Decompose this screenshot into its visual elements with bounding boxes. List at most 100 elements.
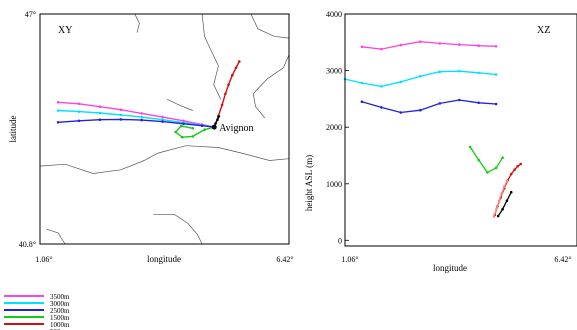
- xy-coastline-6: [153, 213, 203, 245]
- xz-y-tick-label-1: 1000: [326, 180, 342, 189]
- xy-series-point-5-2: [216, 118, 219, 121]
- xy-series-point-1-4: [140, 115, 143, 119]
- xz-series-point-1-8: [494, 73, 498, 76]
- xz-series-point-3-2: [486, 171, 489, 174]
- xz-series-point-0-3: [419, 40, 422, 43]
- xz-y-axis-label: height ASL (m): [304, 155, 314, 211]
- legend: 3500m3000m2500m1500m1000m500m: [4, 293, 70, 330]
- xz-y-tick-label-0: 0: [338, 236, 342, 245]
- xz-series-point-1-6: [458, 69, 461, 73]
- xy-series-point-1-0: [56, 109, 60, 112]
- xy-series-point-4-2: [220, 103, 224, 107]
- xz-panel: XZ height ASL (m) longitude 1.06° 6.42° …: [304, 10, 577, 273]
- xz-series-point-5-5: [505, 179, 509, 183]
- xz-series-point-4-5: [509, 172, 513, 176]
- xy-coastline-7: [46, 228, 66, 245]
- legend-label-3: 1500m: [50, 314, 70, 322]
- xy-series-point-2-2: [98, 118, 102, 121]
- xz-y-tick-label-3: 3000: [326, 67, 342, 76]
- xy-y-axis-label: latitude: [8, 116, 18, 143]
- xz-plot-frame: [344, 13, 577, 247]
- xz-series-point-0-0: [360, 45, 364, 49]
- xz-series-line-3: [469, 146, 504, 174]
- xz-y-tick-label-4: 4000: [326, 10, 342, 19]
- xz-series-line-2: [361, 99, 497, 114]
- xz-series-point-0-2: [399, 43, 403, 47]
- xy-series-line-4: [213, 61, 240, 128]
- xz-series-group: [343, 40, 522, 218]
- xz-series-point-2-0: [360, 100, 364, 103]
- xy-series-point-1-1: [77, 110, 81, 113]
- xz-series-point-3-0: [468, 145, 472, 149]
- xy-panel-label: XY: [58, 25, 72, 36]
- xz-x-tick-min: 1.06°: [341, 255, 358, 264]
- xy-coastline-0: [39, 145, 290, 174]
- xz-series-point-4-8: [519, 162, 522, 166]
- xy-series-point-0-4: [140, 112, 143, 115]
- xy-series-point-4-3: [224, 92, 227, 96]
- xy-series-point-0-2: [98, 105, 102, 108]
- xz-series-point-5-4: [503, 185, 506, 188]
- xy-series-point-1-3: [119, 113, 123, 117]
- xz-series-point-1-3: [399, 80, 403, 84]
- xy-x-tick-max: 6.42°: [276, 255, 293, 264]
- xy-coastlines: [39, 13, 290, 245]
- xz-x-axis-label: longitude: [433, 263, 467, 273]
- xz-series-point-3-4: [501, 156, 504, 159]
- xy-series-line-3: [174, 125, 215, 138]
- legend-label-5: 500m: [50, 328, 67, 330]
- xy-series-point-4-5: [231, 73, 234, 77]
- xz-series-line-4: [494, 163, 522, 216]
- xz-series-point-1-2: [380, 85, 383, 88]
- xz-series-line-0: [361, 41, 497, 50]
- xz-series-point-1-1: [360, 81, 364, 85]
- xz-series-point-3-3: [494, 166, 498, 170]
- xy-coastline-2: [201, 13, 222, 100]
- xy-coastline-4: [252, 54, 290, 119]
- legend-label-2: 2500m: [50, 307, 70, 315]
- xz-series-point-5-3: [500, 192, 504, 195]
- xy-coastline-1: [134, 13, 140, 33]
- xz-x-tick-max: 6.42°: [554, 255, 571, 264]
- xz-series-point-1-5: [438, 70, 442, 73]
- xz-series-point-5-1: [495, 207, 498, 210]
- xy-series-point-2-6: [182, 122, 185, 126]
- xz-y-tick-label-2: 2000: [326, 123, 342, 132]
- xz-series-point-4-7: [516, 164, 519, 168]
- avignon-label: Avignon: [219, 123, 253, 134]
- xy-panel: XY latitude longitude 1.06° 6.42° 47° 40…: [8, 10, 294, 264]
- xy-coastline-3: [250, 13, 290, 39]
- xz-series-point-0-1: [380, 47, 383, 51]
- xz-series-point-3-1: [477, 158, 481, 162]
- xy-series-point-2-0: [56, 121, 60, 124]
- xz-panel-label: XZ: [537, 25, 550, 36]
- xy-series-point-2-1: [77, 119, 81, 123]
- xz-series-point-0-5: [458, 43, 461, 46]
- xy-series-point-0-6: [182, 119, 185, 123]
- xy-series-point-4-7: [238, 60, 241, 63]
- xz-series-point-1-7: [477, 71, 481, 75]
- xy-series-point-1-2: [98, 111, 102, 115]
- xy-series-point-3-5: [179, 124, 183, 128]
- xz-series-point-0-6: [477, 44, 481, 47]
- xz-series-point-2-4: [438, 102, 442, 105]
- xz-series-point-1-4: [419, 74, 422, 78]
- xy-series-point-0-0: [56, 101, 60, 104]
- xz-series-point-4-6: [513, 168, 516, 171]
- avignon-marker: [211, 124, 217, 130]
- xy-y-tick-max: 47°: [25, 10, 36, 19]
- xz-series-point-6-3: [509, 190, 513, 194]
- xz-series-point-2-2: [399, 111, 403, 114]
- legend-label-4: 1000m: [50, 321, 70, 329]
- xz-series-point-2-7: [494, 102, 498, 106]
- xy-series-point-3-1: [203, 128, 206, 131]
- legend-label-0: 3500m: [50, 293, 70, 301]
- xz-series-point-2-1: [380, 106, 383, 109]
- xz-series-line-1: [344, 70, 497, 88]
- xy-series-point-4-6: [234, 66, 238, 70]
- xy-x-axis-label: longitude: [147, 254, 181, 264]
- xy-series-point-2-7: [200, 124, 204, 127]
- xy-series-point-5-1: [214, 122, 217, 125]
- xy-series-point-3-3: [180, 135, 184, 139]
- xz-series-point-2-5: [458, 98, 461, 102]
